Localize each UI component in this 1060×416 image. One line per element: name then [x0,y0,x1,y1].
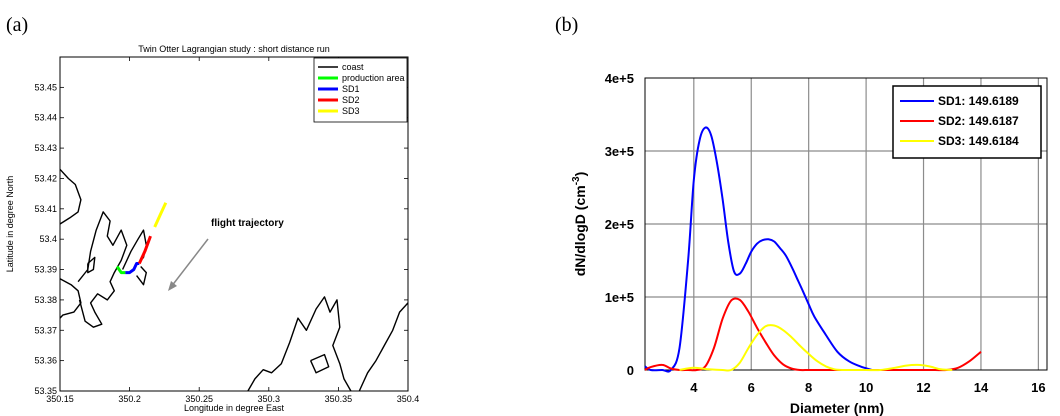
map-line-coast [247,296,352,392]
map-line-coast [136,266,147,286]
map-y-tick-label: 53.37 [34,325,57,335]
map-line-sd2 [137,235,152,265]
size-x-tick-label: 8 [805,380,812,395]
map-line-coast [309,353,330,374]
size-line-sd2 [644,297,982,372]
map-line-production-area [115,265,126,275]
map-line-sd3 [153,202,168,228]
size-line-sd1 [644,126,873,373]
size-line-sd3 [679,324,953,372]
map-y-tick-label: 53.4 [39,234,57,244]
map-legend-label-sd3: SD3 [342,106,360,116]
flight-trajectory-annotation: flight trajectory [168,218,284,291]
map-y-tick-label: 53.43 [34,143,57,153]
size-y-tick-label: 0 [627,363,634,378]
map-chart: Twin Otter Lagrangian study : short dist… [5,44,419,413]
size-x-tick-label: 16 [1031,380,1045,395]
size-legend: SD1: 149.6189 SD2: 149.6187 SD3: 149.6184 [892,85,1042,159]
map-legend-label-production-area: production area [342,73,405,83]
size-y-tick-label: 4e+5 [605,71,634,86]
map-y-tick-label: 53.45 [34,82,57,92]
size-y-tick-label: 2e+5 [605,217,634,232]
map-y-axis-label: Latitude in degree North [5,176,15,273]
size-y-axis-label-close: ) [572,172,588,177]
map-line-sd1 [125,262,140,275]
map-legend-label-sd2: SD2 [342,95,360,105]
size-y-axis-label: dN/dlogD (cm-3) [571,172,588,277]
map-y-tick-label: 53.36 [34,356,57,366]
size-y-tick-label: 1e+5 [605,290,634,305]
map-line-coast [121,229,147,270]
size-legend-label-sd1: SD1: 149.6189 [938,94,1019,108]
map-line-coast [87,256,96,274]
flight-trajectory-label: flight trajectory [211,218,284,229]
map-y-tick-label: 53.39 [34,265,57,275]
map-legend-label-coast: coast [342,62,364,72]
size-x-tick-label: 6 [748,380,755,395]
size-x-axis-label: Diameter (nm) [790,400,884,416]
size-axis-ticks: 4 6 8 10 12 14 16 0 1e+5 2e+5 3e+5 4e+5 [605,71,1046,395]
map-line-coast [59,168,82,225]
map-line-coast [358,302,409,392]
size-y-axis-label-text: dN/dlogD (cm [572,185,588,276]
size-legend-label-sd2: SD2: 149.6187 [938,114,1019,128]
size-legend-items: SD1: 149.6189 SD2: 149.6187 SD3: 149.6184 [900,94,1019,148]
map-x-tick-label: 350.35 [325,394,353,404]
map-y-tick-label: 53.44 [34,113,57,123]
map-x-axis-label: Longitude in degree East [184,403,285,413]
map-x-tick-label: 350.4 [397,394,420,404]
size-series-lines [644,126,982,373]
map-y-tick-label: 53.38 [34,295,57,305]
panel-label-b: (b) [555,14,578,36]
panel-label-a: (a) [6,14,28,36]
size-x-tick-label: 10 [859,380,873,395]
map-y-tick-label: 53.35 [34,386,57,396]
map-x-tick-label: 350.3 [258,394,281,404]
map-x-tick-label: 350.25 [185,394,213,404]
map-legend-label-sd1: SD1 [342,84,360,94]
map-chart-title: Twin Otter Lagrangian study : short dist… [138,44,330,54]
map-x-tick-label: 350.2 [118,394,141,404]
map-x-tick-label: 350.15 [46,394,74,404]
size-x-tick-label: 14 [974,380,989,395]
map-series-lines [59,168,409,392]
map-y-tick-label: 53.41 [34,204,57,214]
size-distribution-chart: 4 6 8 10 12 14 16 0 1e+5 2e+5 3e+5 4e+5 Diameter (n… [571,71,1048,416]
map-line-coast [59,278,82,319]
size-x-tick-label: 4 [690,380,698,395]
size-y-tick-label: 3e+5 [605,144,634,159]
size-legend-label-sd3: SD3: 149.6184 [938,134,1019,148]
flight-trajectory-arrowhead [168,281,177,291]
size-x-tick-label: 12 [916,380,930,395]
size-y-axis-label-exponent: -3 [571,176,582,185]
flight-trajectory-arrow [170,238,209,288]
map-y-tick-label: 53.42 [34,173,57,183]
